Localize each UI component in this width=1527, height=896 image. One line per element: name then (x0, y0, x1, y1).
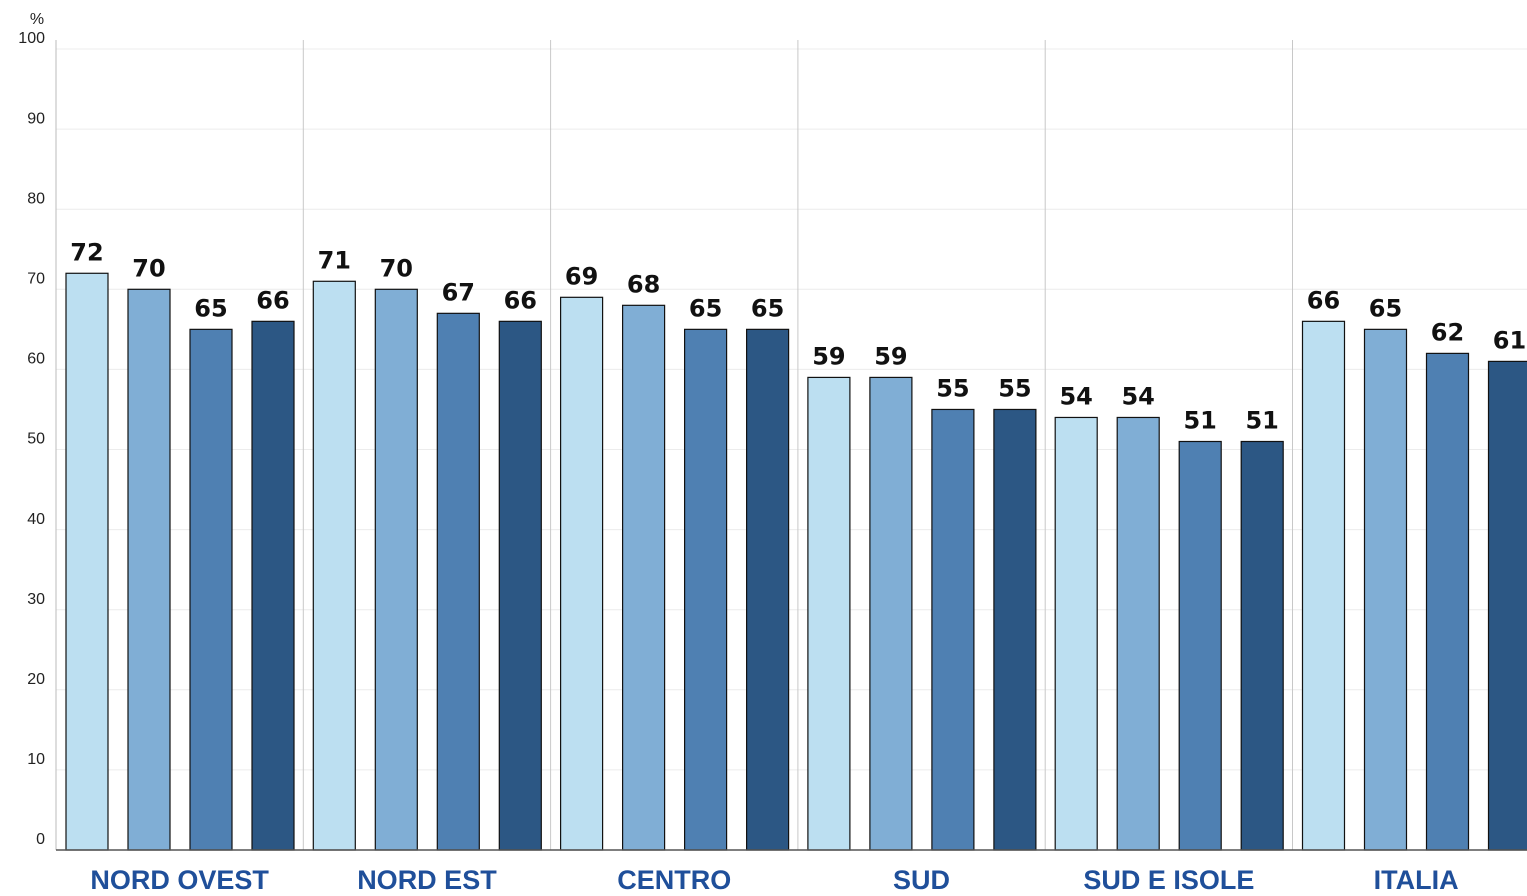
bar (621, 304, 666, 851)
bar (436, 312, 480, 851)
bar (312, 280, 356, 851)
y-tick-label: 0 (36, 831, 45, 848)
y-tick-label: 40 (27, 511, 45, 528)
data-label: 54 (1121, 382, 1154, 410)
data-label: 66 (504, 286, 537, 314)
bar (1116, 416, 1160, 851)
data-label: 51 (1183, 406, 1216, 434)
bar (993, 408, 1037, 851)
bar (1178, 440, 1222, 851)
x-tick-label: SUD (893, 865, 950, 895)
data-label: 59 (812, 342, 845, 370)
x-tick-label: ITALIA (1374, 865, 1459, 895)
x-tick-label: CENTRO (617, 865, 731, 895)
bar (1363, 328, 1408, 851)
data-label: 65 (1369, 294, 1402, 322)
y-tick-label: 100 (18, 30, 45, 47)
bar (498, 320, 542, 851)
bar (931, 408, 975, 851)
data-label: 70 (132, 254, 165, 282)
bar (251, 320, 295, 851)
bar (1425, 352, 1470, 851)
x-tick-label: SUD E ISOLE (1083, 865, 1254, 895)
y-tick-label: 50 (27, 431, 45, 448)
x-tick-label: NORD EST (357, 865, 497, 895)
x-tick-label: NORD OVEST (90, 865, 269, 895)
data-label: 66 (256, 286, 289, 314)
y-tick-label: 10 (27, 751, 45, 768)
y-tick-label: 60 (27, 351, 45, 368)
data-label: 62 (1431, 318, 1464, 346)
bar (807, 376, 851, 851)
bar (374, 288, 418, 851)
data-label: 72 (70, 238, 103, 266)
bar (745, 328, 790, 851)
bar (1240, 440, 1284, 851)
bar (1301, 320, 1346, 851)
data-label: 51 (1245, 406, 1278, 434)
data-label: 66 (1307, 286, 1340, 314)
data-label: 61 (1493, 326, 1526, 354)
data-label: 65 (751, 294, 784, 322)
bar (1054, 416, 1098, 851)
data-label: 68 (627, 270, 660, 298)
data-label: 67 (442, 278, 475, 306)
y-tick-label: 20 (27, 671, 45, 688)
y-tick-label: 30 (27, 591, 45, 608)
y-tick-label: 80 (27, 190, 45, 207)
data-label: 69 (565, 262, 598, 290)
bar (683, 328, 728, 851)
y-tick-label: 90 (27, 110, 45, 127)
bar (65, 272, 109, 851)
data-label: 55 (936, 374, 969, 402)
y-tick-label: 70 (27, 271, 45, 288)
bar (559, 296, 604, 851)
data-label: 55 (998, 374, 1031, 402)
bar (1487, 360, 1527, 851)
data-label: 71 (318, 246, 351, 274)
bar (869, 376, 913, 851)
bar (127, 288, 171, 851)
data-label: 70 (380, 254, 413, 282)
bar (189, 328, 233, 851)
data-label: 59 (874, 342, 907, 370)
y-axis-label: % (30, 11, 44, 28)
data-label: 54 (1059, 382, 1092, 410)
data-label: 65 (689, 294, 722, 322)
data-label: 65 (194, 294, 227, 322)
